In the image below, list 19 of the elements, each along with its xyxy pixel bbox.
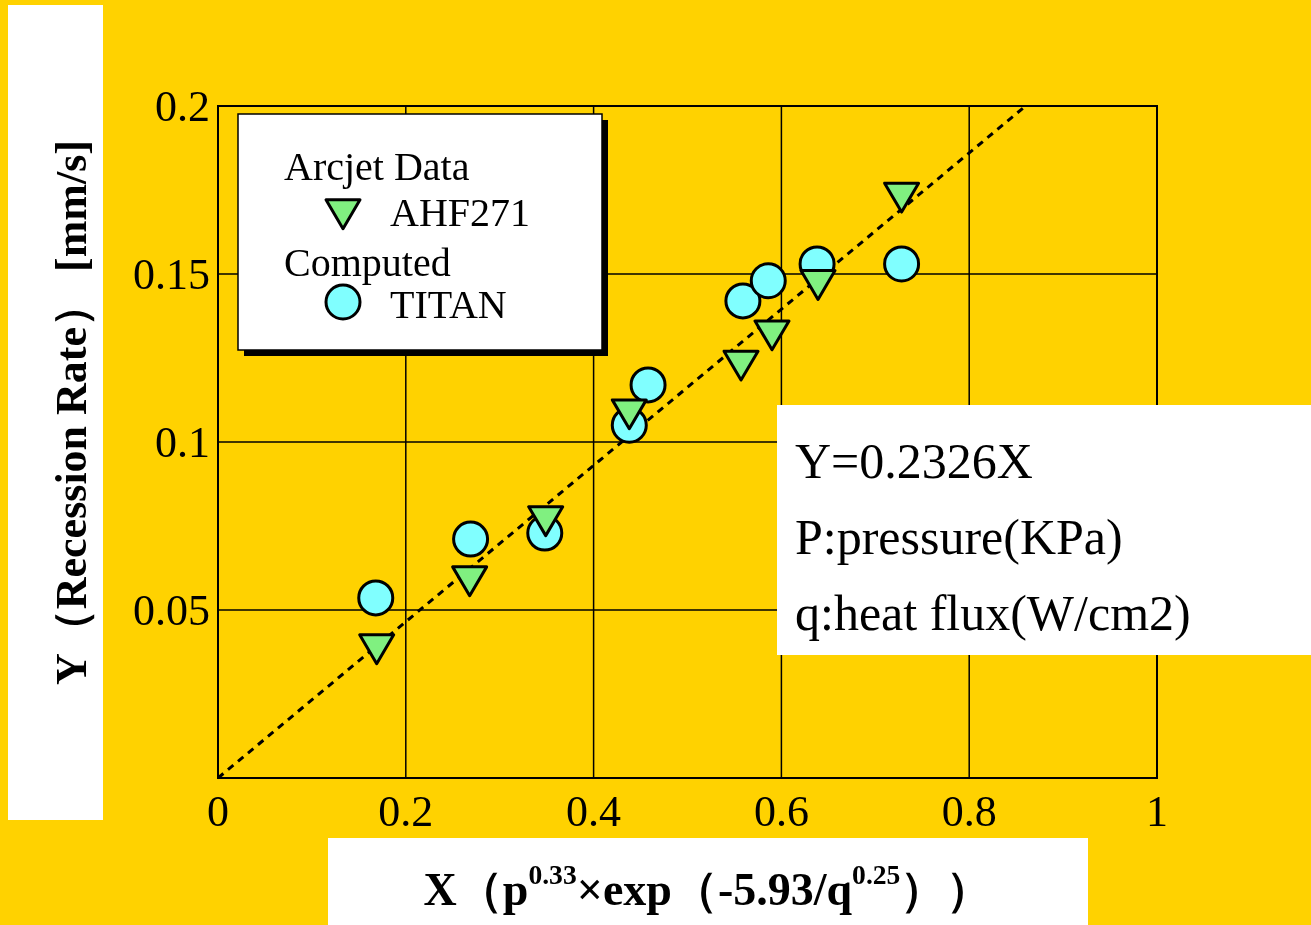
x-tick-label: 0.6 <box>753 787 809 836</box>
annotation: Computed <box>284 240 451 285</box>
annotation: Arcjet Data <box>284 144 470 189</box>
x-tick-label: 0.2 <box>378 787 434 836</box>
y-tick-label: 0.15 <box>133 250 210 299</box>
x-tick-label: 0.4 <box>566 787 622 836</box>
y-tick-label: 0.2 <box>155 82 210 131</box>
x-tick-label: 0.8 <box>941 787 997 836</box>
x-tick-label: 1 <box>1146 787 1168 836</box>
annotation: Y=0.2326X <box>795 433 1033 489</box>
legend-label: AHF271 <box>390 190 531 235</box>
x-axis-title: X（p$^{0.33}$×exp（-5.93/q$^{0.25}$）） <box>423 859 993 915</box>
annotation: P:pressure(KPa) <box>795 509 1123 565</box>
y-tick-label: 0.1 <box>155 418 210 467</box>
x-tick-label: 0 <box>207 787 229 836</box>
legend-label: TITAN <box>390 282 507 327</box>
y-axis-title: Y（Recession Rate） [mm/s] <box>47 140 96 685</box>
y-tick-label: 0.05 <box>133 586 210 635</box>
annotation: q:heat flux(W/cm2) <box>795 585 1191 641</box>
